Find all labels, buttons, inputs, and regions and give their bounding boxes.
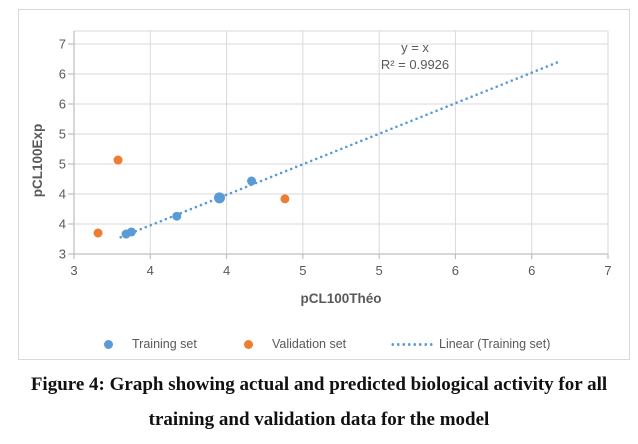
x-tick-label: 4 — [147, 263, 154, 278]
figure-caption: Figure 4: Graph showing actual and predi… — [0, 374, 638, 431]
legend-label-training: Training set — [132, 337, 197, 351]
caption-line-1: Figure 4: Graph showing actual and predi… — [30, 374, 608, 395]
validation-set-marker-icon — [244, 339, 253, 349]
chart-legend: Training set Validation set Linear (Trai… — [0, 336, 638, 352]
y-tick-label: 4 — [59, 217, 66, 232]
x-tick-label: 7 — [604, 263, 611, 278]
trendline-r2: R² = 0.9926 — [380, 57, 450, 72]
trendline-layer — [119, 59, 563, 239]
trendline-annotation: y = x R² = 0.9926 — [340, 39, 490, 73]
caption-line-2: training and validation data for the mod… — [148, 409, 490, 430]
data-point-training-set — [172, 211, 182, 221]
x-tick-label: 6 — [528, 263, 535, 278]
dotted-line-icon — [390, 339, 434, 349]
scatter-plot: 3 4 4 5 5 6 6 7 7 6 6 5 5 4 4 3 pCL100Théo pCL100Exp — [30, 30, 612, 306]
x-tick-label: 3 — [70, 263, 77, 278]
y-tick-label: 5 — [59, 127, 66, 142]
axes — [73, 31, 608, 255]
data-points-layer — [93, 155, 290, 239]
legend-item-training-set: Training set — [104, 336, 197, 352]
x-tick-label: 4 — [223, 263, 230, 278]
y-tick-label: 5 — [59, 157, 66, 172]
y-axis-title: pCL100Exp — [30, 124, 45, 198]
x-tick-label: 5 — [376, 263, 383, 278]
tick-labels: 3 4 4 5 5 6 6 7 7 6 6 5 5 4 4 3 — [59, 37, 612, 279]
data-point-validation-set — [113, 155, 123, 165]
legend-item-linear-trendline: Linear (Training set) — [390, 336, 550, 352]
trendline-equation: y = x — [401, 40, 429, 55]
x-tick-label: 5 — [299, 263, 306, 278]
data-point-validation-set — [280, 194, 290, 204]
data-point-training-set — [214, 192, 226, 204]
x-axis-title: pCL100Théo — [300, 291, 381, 306]
x-tick-label: 6 — [452, 263, 459, 278]
trendline — [119, 59, 563, 239]
y-tick-label: 7 — [59, 37, 66, 52]
legend-label-linear: Linear (Training set) — [439, 337, 551, 351]
gridlines — [74, 30, 609, 254]
y-tick-label: 6 — [59, 97, 66, 112]
tick-marks — [68, 43, 609, 259]
data-point-validation-set — [93, 228, 103, 238]
y-tick-label: 3 — [59, 247, 66, 262]
data-point-training-set — [126, 227, 136, 237]
legend-item-validation-set: Validation set — [244, 336, 346, 352]
data-point-training-set — [247, 176, 257, 186]
chart-area — [18, 9, 630, 360]
y-tick-label: 4 — [59, 187, 66, 202]
training-set-marker-icon — [104, 339, 113, 349]
axis-titles: pCL100Théo pCL100Exp — [30, 124, 382, 306]
y-tick-label: 6 — [59, 67, 66, 82]
legend-label-validation: Validation set — [272, 337, 347, 351]
